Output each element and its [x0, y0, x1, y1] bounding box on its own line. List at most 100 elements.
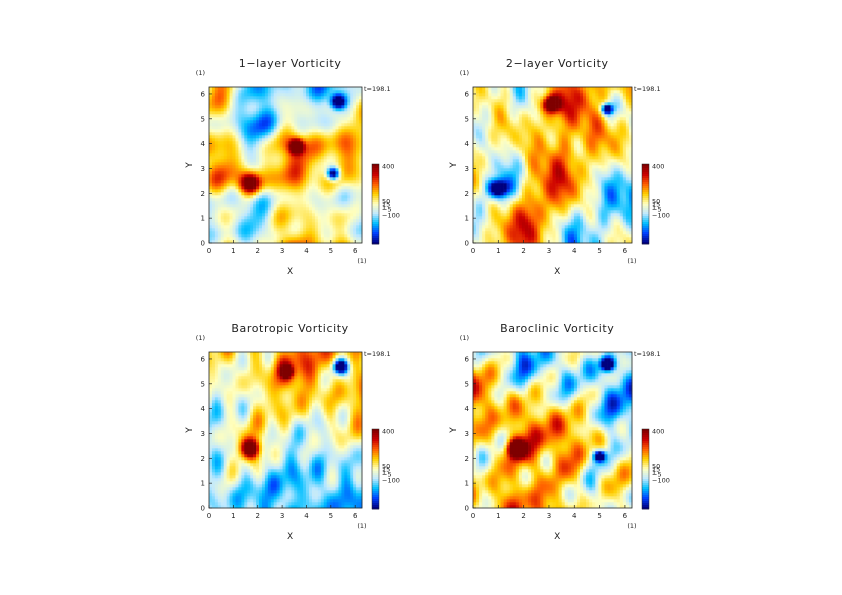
colorbar-label: 50	[652, 463, 660, 471]
x-tick-label: 1	[496, 512, 500, 520]
panel-4: 0 1 2 3 4 5 6 0 1 2 3 4 5 6 (1) (1) X Y Baroclinic Vortici…	[449, 322, 670, 542]
x-tick-label: 3	[280, 247, 284, 255]
colorbar-label: −100	[652, 212, 670, 220]
colorbar-label: −5	[652, 471, 662, 479]
y-tick-label: 3	[465, 430, 469, 438]
vorticity-field	[473, 87, 633, 244]
x-unit-label: (1)	[357, 257, 366, 265]
plot-frame	[208, 86, 363, 244]
colorbar-label: −100	[652, 477, 670, 485]
plot-frame	[208, 351, 363, 509]
x-tick-label: 0	[471, 247, 475, 255]
x-tick-label: 2	[521, 512, 525, 520]
y-unit-label: (1)	[196, 334, 205, 342]
colorbar-label: −100	[382, 477, 400, 485]
plot-frame	[472, 86, 633, 244]
colorbar-label: −5	[382, 206, 392, 214]
x-tick-label: 0	[207, 512, 211, 520]
plot-frame	[472, 351, 633, 509]
x-axis-label: X	[287, 532, 293, 542]
y-tick-label: 3	[465, 165, 469, 173]
x-unit-label: (1)	[357, 522, 366, 530]
colorbar-label: −5	[652, 206, 662, 214]
x-axis-label: X	[554, 267, 560, 277]
colorbar-label: −5	[382, 471, 392, 479]
y-tick-label: 0	[201, 240, 205, 248]
y-tick-label: 2	[465, 190, 469, 198]
x-axis-label: X	[287, 267, 293, 277]
x-tick-label: 6	[353, 247, 358, 255]
colorbar-label: 15	[652, 466, 660, 474]
y-unit-label: (1)	[196, 69, 205, 77]
y-tick-label: 1	[201, 480, 205, 488]
y-tick-label: 5	[465, 115, 469, 123]
y-tick-label: 6	[201, 90, 206, 98]
colorbar-label: 50	[652, 198, 660, 206]
colorbar-label: 50	[382, 463, 390, 471]
y-tick-label: 0	[201, 505, 205, 513]
x-unit-label: (1)	[627, 257, 636, 265]
x-tick-label: 2	[521, 247, 525, 255]
colorbar-label: 1	[382, 469, 386, 477]
y-tick-label: 4	[465, 140, 470, 148]
x-tick-label: 5	[329, 512, 333, 520]
y-tick-label: 1	[465, 215, 469, 223]
panel-2: 0 1 2 3 4 5 6 0 1 2 3 4 5 6 (1) (1) X Y 2−layer Vorticity t…	[449, 57, 670, 277]
vorticity-field	[209, 352, 363, 509]
x-tick-label: 6	[623, 247, 628, 255]
x-tick-label: 5	[329, 247, 333, 255]
colorbar-label: 1	[652, 469, 656, 477]
x-tick-label: 6	[623, 512, 628, 520]
vorticity-field	[473, 352, 633, 509]
panel-title: 2−layer Vorticity	[506, 57, 609, 70]
time-label: t=198.1	[364, 350, 391, 358]
x-tick-label: 3	[547, 247, 551, 255]
colorbar-label: 1	[652, 204, 656, 212]
panel-title: Baroclinic Vorticity	[500, 322, 614, 335]
y-unit-label: (1)	[460, 69, 469, 77]
x-tick-label: 1	[231, 512, 235, 520]
y-tick-label: 2	[201, 455, 205, 463]
colorbar-label: 50	[382, 198, 390, 206]
colorbar-label: 400	[652, 163, 664, 171]
colorbar-label: 15	[652, 201, 660, 209]
x-tick-label: 0	[471, 512, 475, 520]
time-label: t=198.1	[634, 350, 661, 358]
x-tick-label: 1	[496, 247, 500, 255]
y-tick-label: 5	[201, 380, 205, 388]
colorbar-label: 400	[382, 428, 394, 436]
x-tick-label: 0	[207, 247, 211, 255]
y-axis-label: Y	[449, 162, 459, 169]
y-tick-label: 0	[465, 240, 469, 248]
colorbar-label: 15	[382, 466, 390, 474]
y-tick-label: 5	[201, 115, 205, 123]
time-label: t=198.1	[634, 85, 661, 93]
y-axis-label: Y	[185, 427, 195, 434]
y-tick-label: 1	[465, 480, 469, 488]
x-axis-label: X	[554, 532, 560, 542]
y-tick-label: 1	[201, 215, 205, 223]
y-tick-label: 5	[465, 380, 469, 388]
y-tick-label: 4	[465, 405, 470, 413]
y-tick-label: 6	[465, 90, 470, 98]
colorbar-label: 1	[382, 204, 386, 212]
panel-title: 1−layer Vorticity	[239, 57, 342, 70]
y-axis-label: Y	[449, 427, 459, 434]
vorticity-field	[209, 87, 363, 244]
y-tick-label: 0	[465, 505, 469, 513]
x-tick-label: 5	[597, 512, 601, 520]
y-unit-label: (1)	[460, 334, 469, 342]
panel-title: Barotropic Vorticity	[231, 322, 348, 335]
time-label: t=198.1	[364, 85, 391, 93]
y-tick-label: 4	[201, 405, 206, 413]
y-axis-label: Y	[185, 162, 195, 169]
x-tick-label: 4	[304, 512, 309, 520]
y-tick-label: 2	[201, 190, 205, 198]
colorbar-label: −100	[382, 212, 400, 220]
x-tick-label: 6	[353, 512, 358, 520]
